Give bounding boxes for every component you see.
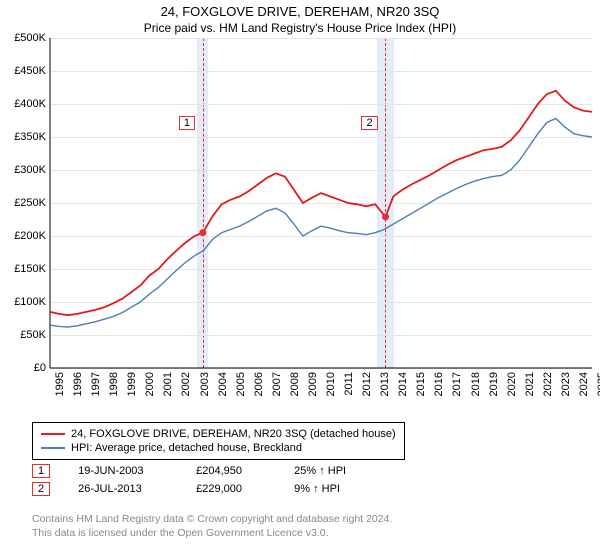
event-row: 2 26-JUL-2013 £229,000 9% ↑ HPI xyxy=(32,480,384,498)
y-tick-label: £150K xyxy=(14,263,46,275)
event-pct: 9% ↑ HPI xyxy=(294,483,384,495)
event-table: 1 19-JUN-2003 £204,950 25% ↑ HPI 2 26-JU… xyxy=(32,462,384,498)
y-tick-label: £0 xyxy=(34,362,46,374)
legend-item: 24, FOXGLOVE DRIVE, DEREHAM, NR20 3SQ (d… xyxy=(41,427,396,441)
legend-swatch xyxy=(41,447,65,449)
legend-label: HPI: Average price, detached house, Brec… xyxy=(71,442,302,454)
legend: 24, FOXGLOVE DRIVE, DEREHAM, NR20 3SQ (d… xyxy=(32,422,405,460)
series-line xyxy=(50,119,592,328)
y-tick-label: £100K xyxy=(14,296,46,308)
legend-swatch xyxy=(41,433,65,435)
event-pct: 25% ↑ HPI xyxy=(294,465,384,477)
y-tick-label: £300K xyxy=(14,164,46,176)
footer-attribution: Contains HM Land Registry data © Crown c… xyxy=(32,512,392,540)
event-price: £229,000 xyxy=(196,483,266,495)
series-line xyxy=(50,91,592,315)
y-tick-label: £450K xyxy=(14,65,46,77)
footer-line: This data is licensed under the Open Gov… xyxy=(32,526,392,540)
series-svg xyxy=(50,38,592,368)
y-tick-label: £500K xyxy=(14,32,46,44)
y-tick-label: £50K xyxy=(20,329,46,341)
event-dot xyxy=(199,229,206,236)
event-dot xyxy=(382,213,389,220)
y-tick-label: £200K xyxy=(14,230,46,242)
legend-label: 24, FOXGLOVE DRIVE, DEREHAM, NR20 3SQ (d… xyxy=(71,428,396,440)
y-tick-label: £250K xyxy=(14,197,46,209)
plot-region: 12£0£50K£100K£150K£200K£250K£300K£350K£4… xyxy=(50,38,592,368)
legend-item: HPI: Average price, detached house, Brec… xyxy=(41,441,396,455)
event-date: 19-JUN-2003 xyxy=(78,465,168,477)
event-date: 26-JUL-2013 xyxy=(78,483,168,495)
chart-subtitle: Price paid vs. HM Land Registry's House … xyxy=(0,19,600,39)
event-price: £204,950 xyxy=(196,465,266,477)
y-tick-label: £400K xyxy=(14,98,46,110)
event-badge: 2 xyxy=(32,482,50,496)
y-tick-label: £350K xyxy=(14,131,46,143)
event-row: 1 19-JUN-2003 £204,950 25% ↑ HPI xyxy=(32,462,384,480)
chart-title: 24, FOXGLOVE DRIVE, DEREHAM, NR20 3SQ xyxy=(0,0,600,19)
event-badge: 1 xyxy=(32,464,50,478)
x-axis: 1995199619971998199920002001200220032004… xyxy=(50,368,592,408)
chart-area: 12£0£50K£100K£150K£200K£250K£300K£350K£4… xyxy=(0,38,600,418)
x-tick-label: 2025 xyxy=(596,372,600,396)
footer-line: Contains HM Land Registry data © Crown c… xyxy=(32,512,392,526)
y-axis: £0£50K£100K£150K£200K£250K£300K£350K£400… xyxy=(0,38,50,368)
